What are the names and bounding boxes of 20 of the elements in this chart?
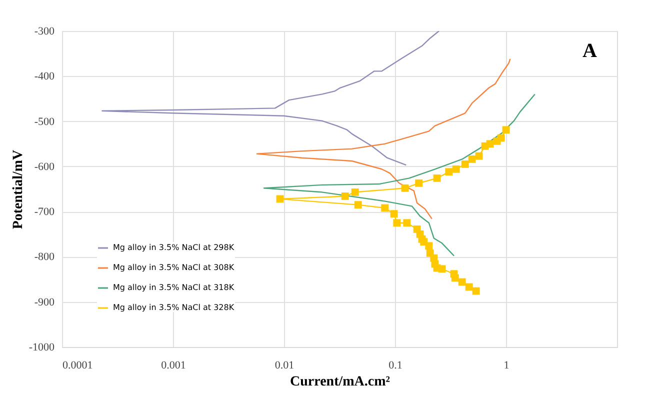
y-tick-label: -800 — [34, 251, 55, 264]
annotation: A — [582, 40, 598, 62]
y-tick-label: -400 — [34, 70, 55, 83]
legend-label: Mg alloy in 3.5% NaCl at 328K — [113, 303, 235, 312]
y-axis-title: Potential/mV — [10, 150, 26, 230]
x-tick-label: 0.0001 — [62, 360, 93, 372]
y-tick-label: -600 — [34, 160, 55, 173]
legend-label: Mg alloy in 3.5% NaCl at 318K — [113, 283, 235, 292]
x-tick-label: 0.001 — [161, 360, 186, 372]
legend-label: Mg alloy in 3.5% NaCl at 308K — [113, 263, 235, 272]
y-tick-label: -300 — [34, 26, 55, 38]
x-tick-label: 0.1 — [388, 360, 402, 372]
y-tick-label: -700 — [34, 206, 55, 218]
x-tick-label: 0.01 — [274, 360, 294, 372]
y-tick-label: -500 — [34, 116, 55, 128]
y-tick-label: -900 — [34, 296, 55, 308]
x-tick-label: 1 — [504, 360, 510, 372]
y-tick-label: -1000 — [28, 342, 55, 354]
legend-label: Mg alloy in 3.5% NaCl at 298K — [113, 243, 235, 252]
x-axis-title: Current/mA.cm² — [290, 374, 390, 390]
